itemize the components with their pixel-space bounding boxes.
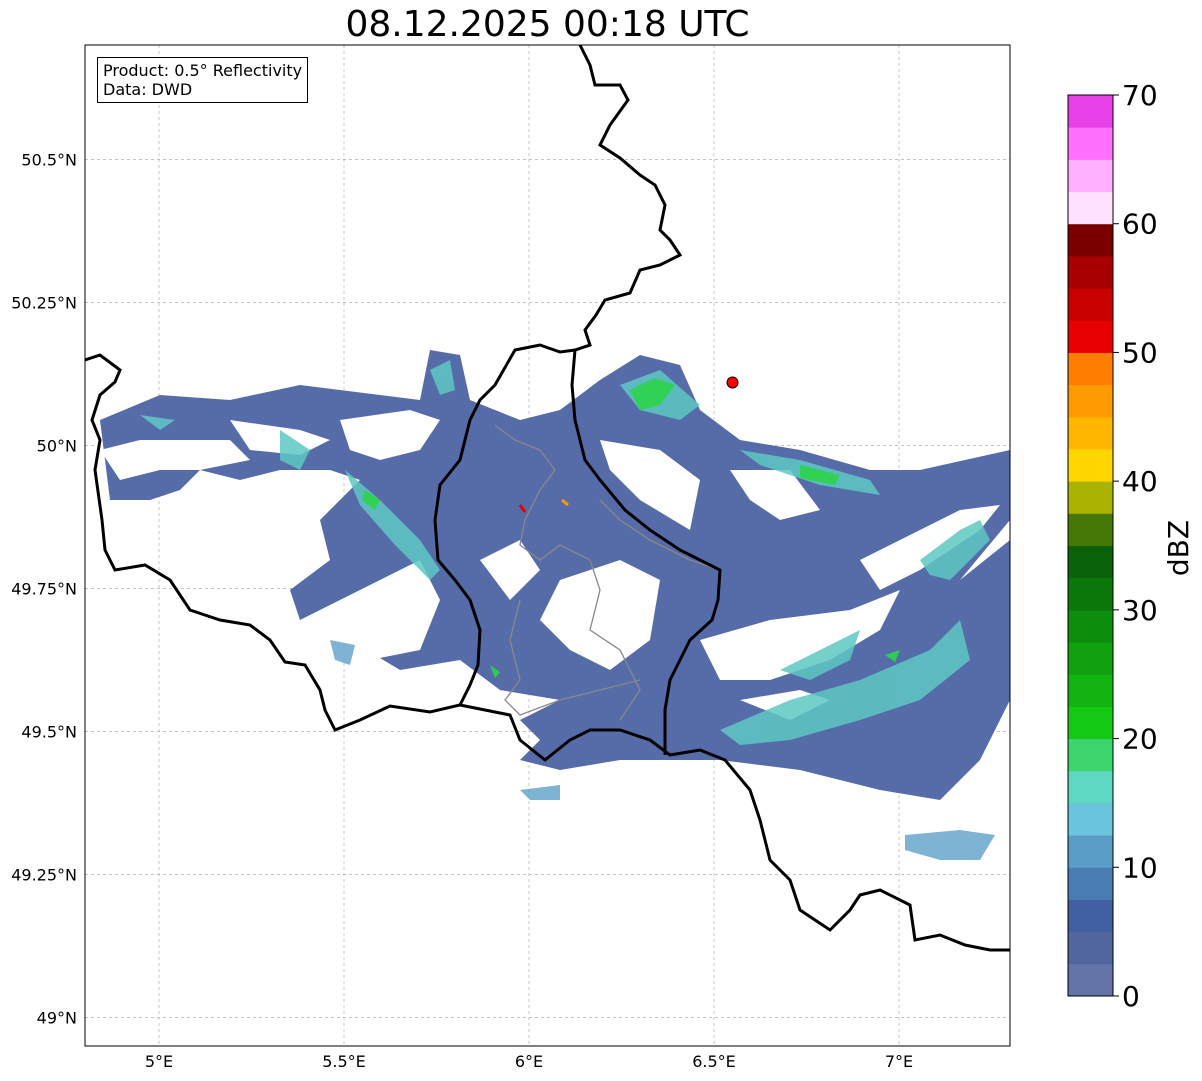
country-border-de-lu-e <box>570 349 722 755</box>
colorbar-frame <box>1067 94 1114 997</box>
map-title: 08.12.2025 00:18 UTC <box>345 4 750 45</box>
colorbar-segment <box>1068 867 1113 900</box>
country-border-de-fr <box>459 703 1010 952</box>
colorbar-segment <box>1068 127 1113 160</box>
colorbar-segment <box>1068 223 1113 257</box>
lat-tick-label: 50.25°N <box>11 293 77 312</box>
colorbar-segment <box>1068 674 1113 707</box>
colorbar-segment <box>1068 481 1113 514</box>
colorbar-tick-label: 30 <box>1122 594 1158 627</box>
colorbar-segments <box>1068 95 1113 997</box>
colorbar-segment <box>1068 802 1113 836</box>
colorbar-segment <box>1068 770 1113 804</box>
lon-tick-label: 7°E <box>885 1052 913 1071</box>
colorbar-segment <box>1068 416 1113 450</box>
colorbar: 0 10 20 30 40 50 60 70 dBZ <box>1067 79 1195 1013</box>
radar-site-marker[interactable] <box>726 376 739 389</box>
colorbar-segment <box>1068 288 1113 321</box>
colorbar-segment <box>1068 95 1113 128</box>
lat-tick-label: 49.25°N <box>11 865 77 884</box>
colorbar-segment <box>1068 706 1113 740</box>
lat-tick-label: 49°N <box>37 1008 77 1027</box>
lon-tick-label: 5°E <box>145 1052 173 1071</box>
colorbar-segment <box>1068 835 1113 868</box>
colorbar-segment <box>1068 191 1113 225</box>
colorbar-label: dBZ <box>1162 520 1195 576</box>
latitude-axis: 49°N 49.25°N 49.5°N 49.75°N 50°N 50.25°N 50.5°… <box>11 150 77 1027</box>
country-border-lu-be <box>468 45 683 421</box>
map-plot-area[interactable] <box>84 44 1011 1047</box>
colorbar-segment <box>1068 545 1113 579</box>
colorbar-segment <box>1068 352 1113 386</box>
border-layer <box>85 45 1010 952</box>
colorbar-segment <box>1068 642 1113 675</box>
lon-tick-label: 5.5°E <box>322 1052 366 1071</box>
colorbar-ticks: 0 10 20 30 40 50 60 70 <box>1113 79 1158 1013</box>
country-border-main <box>85 353 482 732</box>
lat-tick-label: 49.5°N <box>21 722 77 741</box>
colorbar-tick-label: 0 <box>1122 980 1140 1013</box>
map-frame <box>84 44 1011 1047</box>
lat-tick-label: 50.5°N <box>21 150 77 169</box>
colorbar-segment <box>1068 320 1113 353</box>
lon-tick-label: 6.5°E <box>692 1052 736 1071</box>
admin-borders <box>494 424 721 721</box>
colorbar-segment <box>1068 963 1113 997</box>
radar-echo-layer <box>100 350 1010 860</box>
colorbar-segment <box>1068 384 1113 418</box>
colorbar-tick-label: 10 <box>1122 851 1158 884</box>
colorbar-segment <box>1068 448 1113 482</box>
colorbar-segment <box>1068 899 1113 933</box>
colorbar-tick-label: 20 <box>1122 723 1158 756</box>
colorbar-segment <box>1068 609 1113 643</box>
lon-tick-label: 6°E <box>515 1052 543 1071</box>
product-label: Product: 0.5° Reflectivity <box>103 61 303 80</box>
colorbar-segment <box>1068 255 1113 289</box>
longitude-axis: 5°E 5.5°E 6°E 6.5°E 7°E <box>145 1052 913 1071</box>
colorbar-segment <box>1068 577 1113 611</box>
colorbar-tick-label: 50 <box>1122 336 1158 369</box>
colorbar-tick-label: 60 <box>1122 208 1158 241</box>
colorbar-tick-label: 70 <box>1122 79 1158 112</box>
lat-tick-label: 49.75°N <box>11 579 77 598</box>
colorbar-segment <box>1068 738 1113 772</box>
data-source-label: Data: DWD <box>103 80 193 99</box>
colorbar-segment <box>1068 513 1113 546</box>
colorbar-segment <box>1068 931 1113 965</box>
lat-tick-label: 50°N <box>37 436 77 455</box>
colorbar-tick-label: 40 <box>1122 465 1158 498</box>
info-box: Product: 0.5° Reflectivity Data: DWD <box>97 57 309 103</box>
colorbar-segment <box>1068 159 1113 193</box>
